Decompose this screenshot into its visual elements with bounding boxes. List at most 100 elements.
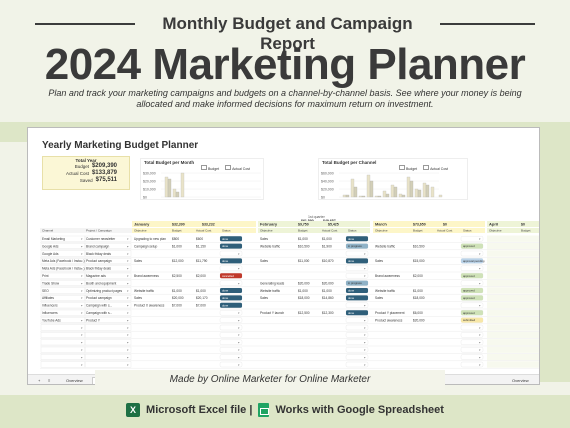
project-cell: Product campaign (86, 296, 112, 300)
status-dropdown (345, 339, 369, 345)
bar-actual (393, 186, 398, 198)
chart-channel-plot: $60,000 $40,000 $20,000 $0 (321, 172, 443, 200)
chevron-down-icon: ▾ (479, 341, 481, 345)
sheet-list-button[interactable]: ≡ (48, 378, 51, 383)
chevron-down-icon: ▾ (364, 267, 366, 271)
april-cell (487, 287, 539, 294)
chevron-down-icon: ▾ (364, 326, 366, 330)
chevron-down-icon: ▾ (238, 363, 240, 367)
bar-budget (164, 176, 169, 198)
objective-cell: Generating leads (260, 281, 285, 285)
april-cell (487, 250, 539, 257)
excel-icon: X (126, 403, 141, 417)
budget-cell: $2,500 (172, 274, 182, 278)
actual-cell: $1,150 (196, 244, 206, 248)
chevron-down-icon: ▾ (127, 355, 129, 359)
column-header: Status (348, 229, 357, 233)
project-dropdown (84, 295, 132, 301)
actual-cell: $1,900 (322, 244, 332, 248)
status-badge (220, 273, 242, 279)
column-header: Budget (172, 229, 182, 233)
add-sheet-button[interactable]: + (38, 378, 41, 383)
april-cell (487, 361, 539, 368)
month-name: April (489, 222, 498, 227)
project-dropdown (84, 332, 132, 338)
actual-cell: $1,000 (322, 237, 332, 241)
project-dropdown (84, 265, 132, 272)
legend-budget: Budget (399, 165, 417, 171)
month-header-bg (258, 221, 370, 227)
status-label: done (222, 244, 229, 248)
budget-cell: $7,000 (172, 304, 182, 308)
objective-cell: Campaign setup (134, 244, 157, 248)
chevron-down-icon: ▾ (127, 326, 129, 330)
status-label: done (222, 289, 229, 293)
project-dropdown (84, 309, 132, 316)
chevron-down-icon: ▾ (364, 363, 366, 367)
column-header: Actual Cost (322, 229, 338, 233)
project-dropdown (84, 324, 132, 331)
column-header-channel: Channel (42, 229, 54, 233)
budget-cell: $6,000 (413, 311, 423, 315)
tab-explore[interactable]: Overview (512, 378, 529, 383)
april-cell (487, 309, 539, 316)
status-dropdown (219, 347, 243, 353)
y-tick-label: $20,000 (143, 180, 156, 184)
budget-cell: $1,000 (298, 289, 308, 293)
april-cell (487, 353, 539, 361)
objective-cell: Sales (260, 259, 268, 263)
status-label: in progress (348, 244, 362, 248)
objective-cell: Upgrading to new plan (134, 237, 166, 241)
chevron-down-icon: ▾ (364, 348, 366, 352)
y-tick-label: $10,000 (143, 188, 156, 192)
chevron-down-icon: ▾ (479, 252, 481, 256)
chevron-down-icon: ▾ (364, 274, 366, 278)
budget-cell: $12,500 (298, 311, 310, 315)
project-dropdown (84, 317, 132, 323)
status-label: approved (463, 244, 475, 248)
status-dropdown (345, 332, 369, 338)
actual-cell: $1,000 (322, 289, 332, 293)
chevron-down-icon: ▾ (238, 281, 240, 285)
status-dropdown (460, 280, 484, 286)
status-dropdown (460, 236, 484, 242)
status-badge (220, 258, 242, 264)
bar-actual (409, 180, 414, 198)
bar-budget (414, 188, 419, 198)
project-dropdown (84, 280, 132, 286)
chevron-down-icon: ▾ (127, 296, 129, 300)
objective-cell: Website traffic (375, 289, 395, 293)
chevron-down-icon: ▾ (127, 333, 129, 337)
chevron-down-icon: ▾ (127, 311, 129, 315)
status-badge (461, 258, 483, 264)
status-dropdown (219, 280, 243, 286)
project-dropdown (84, 302, 132, 309)
status-dropdown (345, 250, 369, 257)
total-year-title: Total Year (75, 158, 97, 163)
chevron-down-icon: ▾ (81, 289, 83, 293)
bar-budget (358, 195, 363, 198)
month-budget: $73,650 (413, 223, 426, 227)
channel-dropdown (40, 324, 86, 331)
month-actual: $0 (443, 223, 447, 227)
actual-cell: $11,790 (196, 259, 208, 263)
bar-budget (438, 194, 443, 198)
chevron-down-icon: ▾ (364, 333, 366, 337)
status-dropdown (219, 339, 243, 345)
tab-overview[interactable]: Overview (66, 378, 83, 383)
month-budget: $9,750 (298, 223, 309, 227)
status-badge (461, 295, 483, 301)
project-dropdown (84, 258, 132, 264)
chevron-down-icon: ▾ (81, 318, 83, 322)
channel-cell: Meta Ads (Facebook / Insta...) (42, 267, 85, 271)
april-cell (487, 272, 539, 279)
chevron-down-icon: ▾ (127, 318, 129, 322)
bar-actual (353, 186, 358, 198)
objective-cell: Sales (134, 259, 142, 263)
objective-cell: Website traffic (375, 244, 395, 248)
april-cell (487, 339, 539, 346)
status-badge (346, 280, 368, 286)
status-label: approved (463, 289, 475, 293)
chevron-down-icon: ▾ (364, 304, 366, 308)
column-header-project: Project / Campaign (86, 229, 112, 233)
